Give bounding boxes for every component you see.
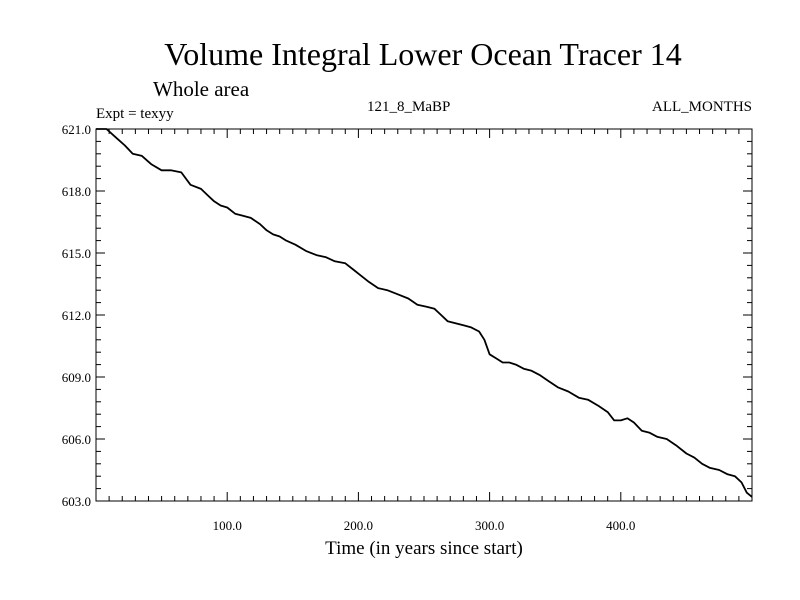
series-layer — [96, 128, 753, 498]
chart-title: Volume Integral Lower Ocean Tracer 14 — [164, 36, 681, 72]
y-tick-label: 618.0 — [62, 184, 91, 199]
right-label: ALL_MONTHS — [652, 99, 752, 115]
plot-frame — [95, 128, 753, 502]
series-line — [96, 128, 753, 498]
y-tick-label: 621.0 — [62, 122, 91, 137]
chart-subtitle: Whole area — [153, 77, 250, 101]
y-tick-label: 609.0 — [62, 370, 91, 385]
y-tick-label: 603.0 — [62, 494, 91, 509]
y-tick-label: 612.0 — [62, 308, 91, 323]
x-axis-label: Time (in years since start) — [325, 538, 523, 559]
center-label: 121_8_MaBP — [367, 99, 450, 115]
x-tick-label: 400.0 — [606, 518, 635, 533]
y-axis: 603.0 606.0 609.0 612.0 615.0 618.0 621.0 — [62, 122, 752, 509]
x-axis: 100.0 200.0 300.0 400.0 — [108, 129, 740, 533]
expt-label: Expt = texyy — [96, 106, 174, 122]
y-tick-label: 615.0 — [62, 246, 91, 261]
x-tick-label: 300.0 — [475, 518, 504, 533]
x-tick-label: 100.0 — [213, 518, 242, 533]
x-tick-label: 200.0 — [344, 518, 373, 533]
y-tick-label: 606.0 — [62, 432, 91, 447]
